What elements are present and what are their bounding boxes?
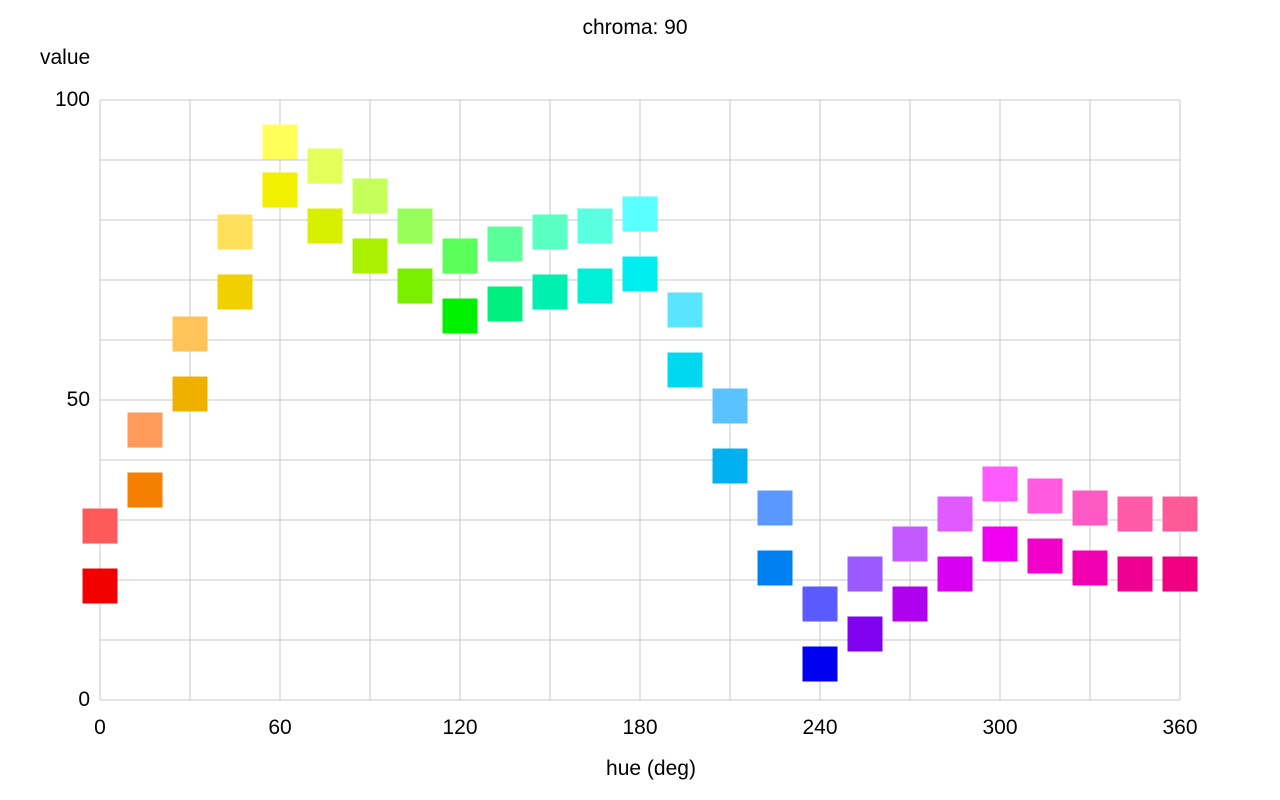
- x-tick-label: 240: [802, 716, 837, 739]
- data-point-square: [802, 646, 838, 682]
- x-tick-label: 120: [442, 716, 477, 739]
- data-point-square: [667, 352, 703, 388]
- data-point-square: [532, 214, 568, 250]
- data-point-square: [352, 238, 388, 274]
- data-point-square: [127, 412, 163, 448]
- x-tick-label: 0: [94, 716, 106, 739]
- data-point-square: [712, 448, 748, 484]
- data-point-square: [577, 208, 613, 244]
- data-point-square: [82, 568, 118, 604]
- data-point-square: [307, 148, 343, 184]
- y-tick-label: 0: [78, 688, 90, 711]
- x-axis-label: hue (deg): [606, 757, 696, 780]
- data-point-square: [982, 526, 1018, 562]
- data-point-square: [1027, 538, 1063, 574]
- data-point-square: [307, 208, 343, 244]
- y-tick-label: 100: [55, 88, 90, 111]
- y-axis-label: value: [40, 46, 90, 69]
- data-point-square: [937, 556, 973, 592]
- data-point-square: [487, 286, 523, 322]
- data-point-square: [667, 292, 703, 328]
- data-point-square: [262, 124, 298, 160]
- grid-lines: [99, 99, 1181, 701]
- data-point-square: [847, 616, 883, 652]
- data-point-square: [847, 556, 883, 592]
- x-tick-label: 60: [268, 716, 291, 739]
- data-point-square: [937, 496, 973, 532]
- x-tick-label: 180: [622, 716, 657, 739]
- data-point-square: [1072, 490, 1108, 526]
- data-point-square: [1117, 556, 1153, 592]
- data-point-square: [172, 376, 208, 412]
- data-point-square: [217, 274, 253, 310]
- data-point-square: [1162, 556, 1198, 592]
- data-point-square: [622, 256, 658, 292]
- data-point-square: [262, 172, 298, 208]
- data-point-square: [757, 550, 793, 586]
- tick-labels: 0 60 120 180 240 300 360 0 50 100: [55, 88, 1198, 739]
- x-tick-label: 360: [1162, 716, 1197, 739]
- data-point-square: [712, 388, 748, 424]
- data-point-square: [802, 586, 838, 622]
- data-point-square: [892, 586, 928, 622]
- data-point-square: [442, 238, 478, 274]
- chart-title: chroma: 90: [582, 16, 687, 39]
- data-markers: [82, 124, 1198, 682]
- data-point-square: [217, 214, 253, 250]
- data-point-square: [352, 178, 388, 214]
- data-point-square: [1072, 550, 1108, 586]
- data-point-square: [397, 268, 433, 304]
- data-point-square: [1162, 496, 1198, 532]
- data-point-square: [127, 472, 163, 508]
- data-point-square: [757, 490, 793, 526]
- x-tick-label: 300: [982, 716, 1017, 739]
- y-tick-label: 50: [67, 388, 90, 411]
- data-point-square: [397, 208, 433, 244]
- data-point-square: [1027, 478, 1063, 514]
- data-point-square: [982, 466, 1018, 502]
- data-point-square: [577, 268, 613, 304]
- data-point-square: [1117, 496, 1153, 532]
- data-point-square: [172, 316, 208, 352]
- data-point-square: [622, 196, 658, 232]
- data-point-square: [532, 274, 568, 310]
- data-point-square: [487, 226, 523, 262]
- data-point-square: [442, 298, 478, 334]
- data-point-square: [82, 508, 118, 544]
- data-point-square: [892, 526, 928, 562]
